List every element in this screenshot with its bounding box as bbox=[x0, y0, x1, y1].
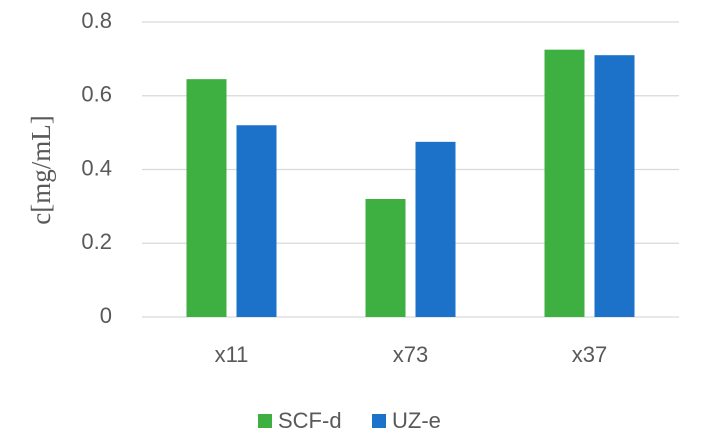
legend-label: SCF-d bbox=[278, 408, 342, 433]
bar bbox=[365, 199, 406, 317]
bar bbox=[594, 55, 635, 317]
y-tick-label: 0 bbox=[100, 303, 112, 328]
y-tick-label: 0.8 bbox=[81, 8, 112, 33]
y-axis-label: c[mg/mL] bbox=[26, 115, 56, 224]
x-tick-label: x37 bbox=[572, 342, 607, 367]
x-tick-label: x73 bbox=[393, 342, 428, 367]
legend-swatch bbox=[258, 414, 272, 428]
legend-swatch bbox=[372, 414, 386, 428]
y-tick-label: 0.4 bbox=[81, 155, 112, 180]
y-tick-label: 0.6 bbox=[81, 82, 112, 107]
y-tick-label: 0.2 bbox=[81, 229, 112, 254]
legend-label: UZ-e bbox=[392, 408, 441, 433]
bar bbox=[236, 125, 277, 317]
bar bbox=[415, 141, 456, 317]
x-tick-label: x11 bbox=[215, 342, 249, 367]
bar bbox=[544, 49, 585, 317]
bar bbox=[186, 79, 227, 317]
